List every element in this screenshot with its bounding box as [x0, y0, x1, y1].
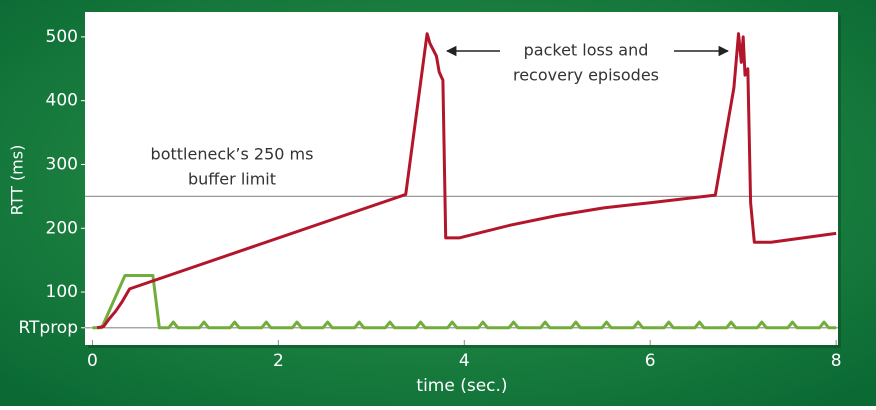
line-series — [92, 273, 837, 330]
y-axis-label: RTT (ms) — [8, 145, 27, 216]
annotation: buffer limit — [188, 170, 276, 189]
y-tick-label: 100 — [46, 282, 78, 302]
annotation: recovery episodes — [513, 66, 659, 85]
y-tick-label: 500 — [46, 27, 78, 47]
x-axis-label: time (sec.) — [416, 376, 507, 396]
plot-area — [85, 12, 838, 345]
annotation: bottleneck’s 250 ms — [151, 145, 314, 164]
y-tick-label: 200 — [46, 218, 78, 238]
x-tick-label: 2 — [273, 351, 284, 371]
annotation: packet loss and — [524, 41, 649, 60]
y-tick-label: 400 — [46, 91, 78, 111]
y-tick-label: 300 — [46, 154, 78, 174]
x-tick-label: 0 — [87, 351, 98, 371]
y-tick-label: RTprop — [18, 318, 78, 338]
x-tick-label: 8 — [831, 351, 842, 371]
line-series — [96, 32, 837, 330]
x-tick-label: 6 — [645, 351, 656, 371]
x-tick-label: 4 — [459, 351, 470, 371]
